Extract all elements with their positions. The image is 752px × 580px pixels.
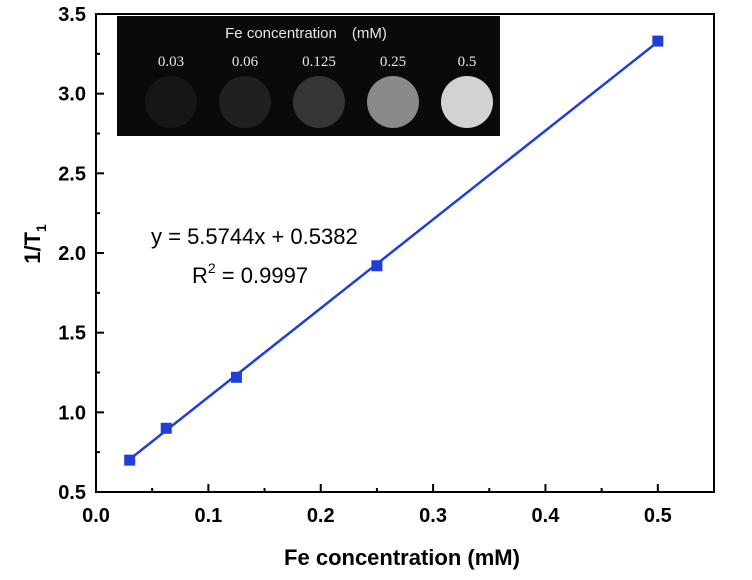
data-point [652, 35, 664, 47]
x-tick-label: 0.5 [644, 505, 672, 527]
fit-equation: y = 5.5744x + 0.5382 [151, 224, 358, 249]
mri-inset: Fe concentration (mM) 0.03 0.06 0.125 0.25 0… [117, 16, 500, 136]
y-tick-label: 1.0 [58, 402, 86, 424]
r2-prefix: R [192, 263, 208, 288]
data-point [160, 422, 172, 434]
r2-superscript: 2 [208, 260, 216, 276]
y-tick-label: 1.5 [58, 323, 86, 345]
x-tick-label: 0.2 [307, 505, 335, 527]
y-tick-label: 2.5 [58, 163, 86, 185]
x-tick-label: 0.0 [82, 505, 110, 527]
data-point [371, 260, 383, 272]
inset-sample-circle [145, 76, 197, 128]
y-axis-title-sub: 1 [33, 224, 49, 232]
inset-sample-circle [219, 76, 271, 128]
ticks: 0.0 0.1 0.2 0.3 0.4 0.5 0.5 1.0 1.5 2.0 2.5 3.0 3.5 [58, 4, 672, 527]
inset-title: Fe concentration (mM) [225, 25, 387, 42]
r-squared: R2 = 0.9997 [192, 260, 308, 288]
inset-sample-circle [441, 76, 493, 128]
inset-concentration-label: 0.5 [458, 54, 477, 70]
inset-concentration-label: 0.03 [158, 54, 184, 70]
x-tick-label: 0.4 [532, 505, 561, 527]
data-point [230, 371, 242, 383]
x-tick-label: 0.1 [194, 505, 222, 527]
y-axis-title: 1/T1 [20, 224, 49, 264]
x-tick-label: 0.3 [419, 505, 447, 527]
y-tick-label: 3.0 [58, 84, 86, 106]
inset-concentration-label: 0.06 [232, 54, 259, 70]
inset-concentration-label: 0.125 [302, 54, 336, 70]
y-tick-label: 3.5 [58, 4, 86, 26]
data-point [124, 454, 136, 466]
x-axis-title: Fe concentration (mM) [284, 545, 520, 570]
y-tick-label: 2.0 [58, 243, 86, 265]
inset-sample-circle [367, 76, 419, 128]
data-points [124, 35, 664, 466]
fit-line [128, 40, 659, 461]
inset-concentration-label: 0.25 [380, 54, 406, 70]
y-tick-label: 0.5 [58, 482, 86, 504]
fit-line-group [128, 40, 659, 461]
inset-sample-circle [293, 76, 345, 128]
r2-value: = 0.9997 [216, 263, 308, 288]
y-axis-title-main: 1/T [20, 231, 45, 263]
